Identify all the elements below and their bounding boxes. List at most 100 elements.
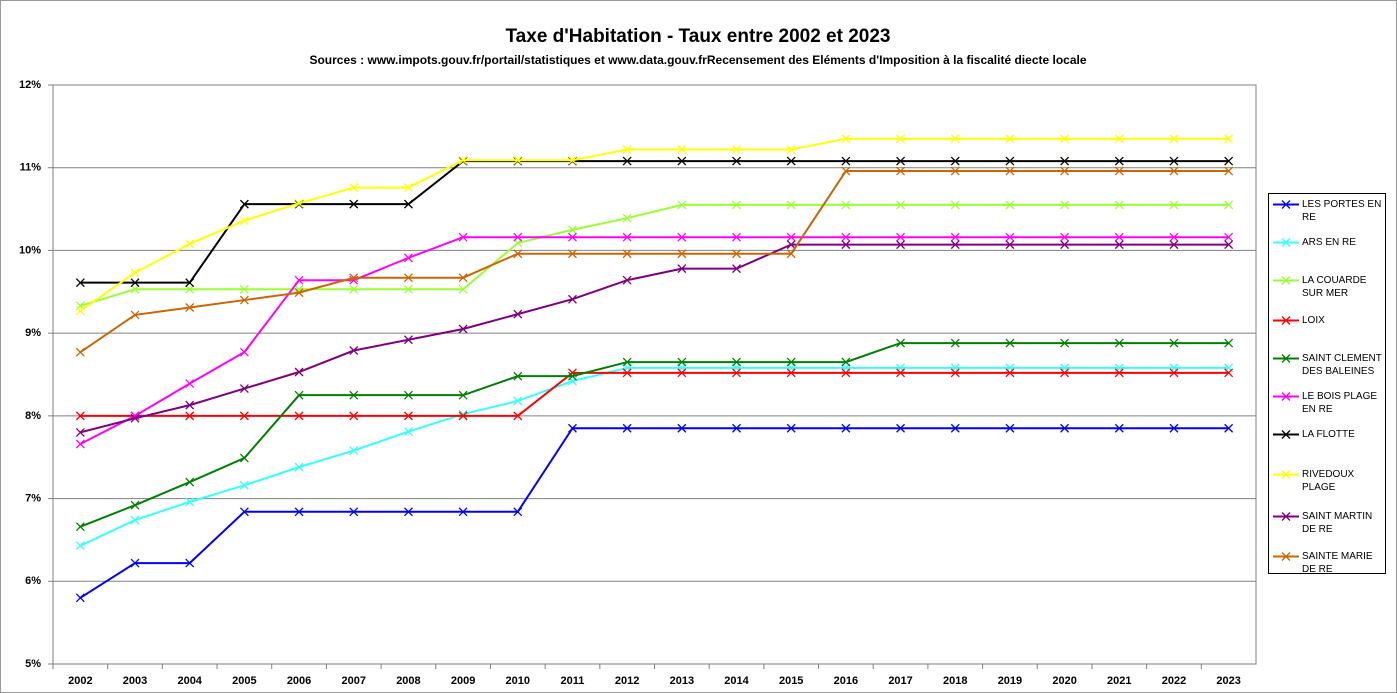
- point-marker: [622, 357, 632, 367]
- series-line: [79, 137, 1229, 312]
- legend-label: ARS EN RE: [1302, 237, 1356, 248]
- point-marker: [950, 423, 960, 433]
- point-marker: [294, 367, 304, 377]
- point-marker: [622, 423, 632, 433]
- point-marker: [513, 309, 523, 319]
- point-marker: [568, 225, 577, 235]
- point-marker: [1114, 156, 1124, 166]
- x-tick-label: 2016: [834, 675, 858, 687]
- point-marker: [1005, 200, 1015, 210]
- point-marker: [950, 232, 960, 242]
- point-marker: [841, 423, 851, 433]
- point-marker: [349, 273, 359, 283]
- point-marker: [1060, 240, 1070, 250]
- legend-marker: [1281, 354, 1291, 363]
- legend-entry: LOIX: [1273, 314, 1385, 327]
- point-marker: [1114, 338, 1124, 348]
- point-marker: [732, 232, 741, 242]
- series-line: [80, 371, 1229, 417]
- point-marker: [622, 232, 632, 242]
- point-marker: [568, 294, 577, 304]
- point-marker: [294, 411, 304, 421]
- point-marker: [458, 409, 468, 419]
- point-marker: [841, 156, 851, 166]
- point-marker: [786, 249, 796, 259]
- point-marker: [1060, 134, 1070, 144]
- point-marker: [677, 423, 687, 433]
- point-marker: [513, 155, 523, 165]
- point-marker: [403, 284, 413, 294]
- point-marker: [1060, 338, 1070, 348]
- point-marker: [1169, 156, 1179, 166]
- x-tick-label: 2020: [1052, 675, 1076, 687]
- point-marker: [732, 145, 741, 154]
- point-marker: [1005, 338, 1015, 348]
- point-marker: [732, 423, 741, 433]
- x-tick-label: 2022: [1162, 675, 1186, 687]
- point-marker: [1169, 240, 1179, 250]
- legend-swatch: [1273, 316, 1299, 325]
- x-tick-label: 2015: [779, 675, 803, 687]
- legend-entry: SAINT CLEMENT DES BALEINES: [1273, 352, 1385, 378]
- point-marker: [896, 232, 906, 242]
- point-marker: [677, 156, 687, 166]
- x-tick-label: 2011: [561, 675, 585, 687]
- point-marker: [786, 240, 796, 250]
- point-marker: [349, 446, 359, 456]
- point-marker: [458, 507, 468, 517]
- point-marker: [458, 390, 468, 400]
- point-marker: [950, 166, 960, 176]
- x-tick-label: 2019: [998, 675, 1022, 687]
- point-marker: [75, 439, 85, 449]
- point-marker: [130, 278, 140, 288]
- point-marker: [1224, 368, 1234, 378]
- point-marker: [458, 232, 468, 242]
- series-line: [79, 236, 1229, 445]
- legend-swatch: [1273, 200, 1299, 209]
- point-marker: [75, 541, 85, 551]
- legend-swatch: [1273, 392, 1299, 401]
- point-marker: [677, 145, 687, 154]
- point-marker: [732, 264, 741, 274]
- legend-entry: SAINT MARTIN DE RE: [1273, 510, 1385, 536]
- point-marker: [786, 145, 796, 154]
- point-marker: [294, 390, 304, 400]
- y-tick-label: 10%: [19, 244, 41, 256]
- point-marker: [185, 411, 195, 421]
- point-marker: [1169, 338, 1179, 348]
- point-marker: [1060, 156, 1070, 166]
- point-marker: [568, 249, 577, 259]
- x-tick-label: 2014: [724, 675, 749, 687]
- point-marker: [75, 522, 85, 532]
- point-marker: [841, 134, 851, 144]
- point-marker: [841, 368, 851, 378]
- y-tick-label: 11%: [20, 162, 42, 174]
- point-marker: [786, 423, 796, 433]
- point-marker: [568, 232, 577, 242]
- point-marker: [185, 400, 195, 410]
- point-marker: [513, 371, 523, 381]
- point-marker: [1060, 423, 1070, 433]
- point-marker: [294, 198, 304, 208]
- point-marker: [130, 515, 140, 525]
- point-marker: [896, 156, 906, 166]
- point-marker: [1114, 423, 1124, 433]
- legend-swatch: [1273, 552, 1299, 561]
- point-marker: [622, 145, 632, 154]
- point-marker: [732, 368, 741, 378]
- point-marker: [622, 213, 632, 223]
- legend-label: RIVEDOUX PLAGE: [1302, 469, 1355, 493]
- y-tick-label: 6%: [25, 575, 41, 587]
- point-marker: [130, 558, 140, 568]
- point-marker: [786, 368, 796, 378]
- point-marker: [349, 284, 359, 294]
- point-marker: [1224, 134, 1234, 144]
- point-marker: [458, 155, 468, 165]
- point-marker: [1224, 156, 1234, 166]
- point-marker: [841, 357, 851, 367]
- point-marker: [1005, 368, 1015, 378]
- point-marker: [841, 240, 851, 250]
- point-marker: [677, 264, 687, 274]
- point-marker: [458, 273, 468, 283]
